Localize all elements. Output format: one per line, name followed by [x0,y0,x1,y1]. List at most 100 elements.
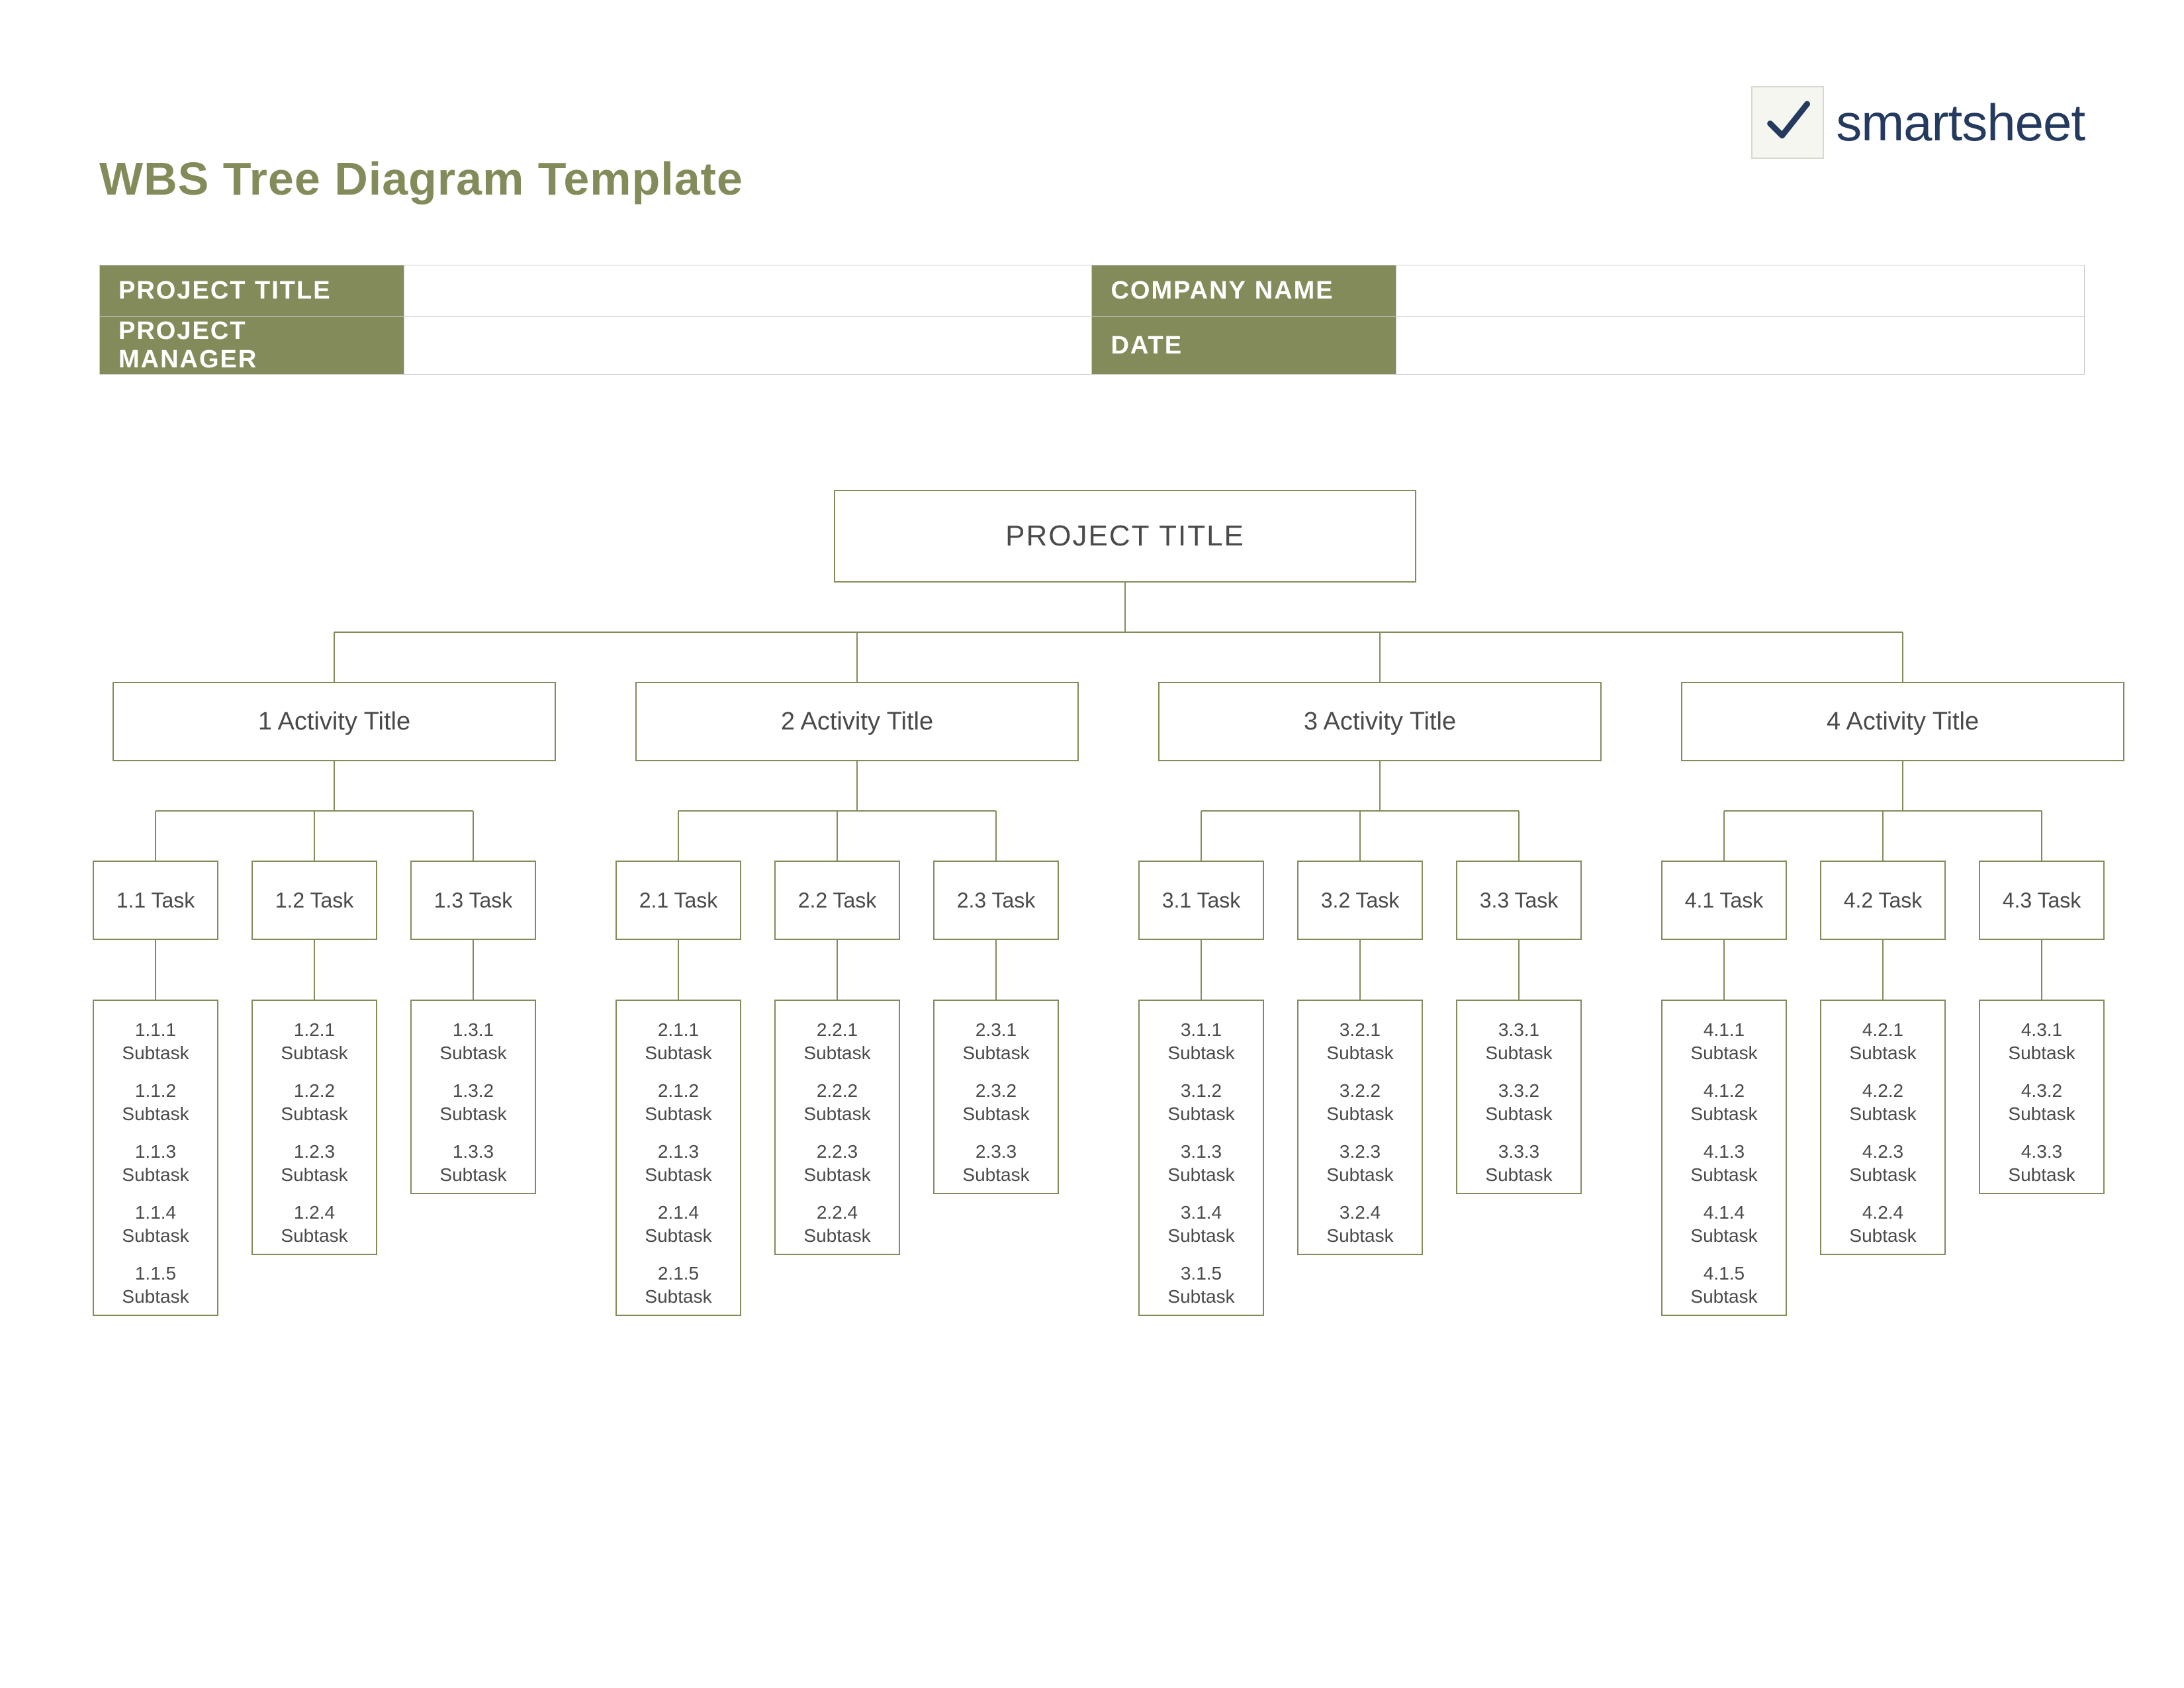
root-node: PROJECT TITLE [834,490,1416,583]
connector [1379,761,1381,811]
subtask-item: 3.1.4Subtask [1167,1201,1234,1247]
subtask-item: 3.2.1Subtask [1326,1018,1393,1064]
subtask-item: 1.1.3Subtask [122,1140,189,1186]
subtask-item: 4.2.4Subtask [1849,1201,1916,1247]
subtask-item: 3.3.1Subtask [1485,1018,1552,1064]
subtask-item: 4.1.3Subtask [1690,1140,1757,1186]
subtask-item: 2.1.3Subtask [645,1140,711,1186]
activity-node: 3 Activity Title [1158,682,1602,761]
task-node: 3.2 Task [1297,861,1423,940]
subtask-item: 1.1.4Subtask [122,1201,189,1247]
manager-label: PROJECT MANAGER [100,317,404,375]
subtask-item: 2.2.3Subtask [803,1140,870,1186]
subtask-item: 4.2.1Subtask [1849,1018,1916,1064]
task-node: 3.1 Task [1138,861,1264,940]
subtask-item: 1.1.5Subtask [122,1262,189,1308]
subtask-box: 1.2.1Subtask1.2.2Subtask1.2.3Subtask1.2.… [251,1000,377,1255]
connector [837,940,838,1000]
brand-text: smartsheet [1836,93,2085,153]
connector [1379,632,1381,682]
subtask-item: 4.2.2Subtask [1849,1079,1916,1125]
connector [473,811,474,861]
connector [1201,811,1202,861]
subtask-box: 4.2.1Subtask 4.2.2Subtask 4.2.3Subtask 4.2.… [1820,1000,1946,1255]
company-value[interactable] [1396,265,2085,317]
connector [2041,940,2042,1000]
subtask-item: 4.3.2Subtask [2008,1079,2075,1125]
subtask-box: 2.2.1Subtask2.2.2Subtask2.2.3Subtask2.2.… [774,1000,900,1255]
task-node: 2.3 Task [933,861,1059,940]
task-node: 1.2 Task [251,861,377,940]
connector [1723,811,1725,861]
subtask-item: 2.3.2Subtask [962,1079,1029,1125]
subtask-item: 1.2.4Subtask [281,1201,347,1247]
wbs-tree-diagram: PROJECT TITLE 1 Activity Title 1.1 Task 1.1… [60,477,2124,1615]
subtask-box: 3.2.1Subtask3.2.2Subtask3.2.3Subtask3.2.… [1297,1000,1423,1255]
brand-bold: smart [1836,93,1962,152]
subtask-item: 3.1.5Subtask [1167,1262,1234,1308]
company-label: COMPANY NAME [1092,265,1396,317]
subtask-item: 3.1.3Subtask [1167,1140,1234,1186]
connector [856,761,858,811]
manager-value[interactable] [404,317,1092,375]
task-node: 4.3 Task [1979,861,2105,940]
subtask-item: 1.2.3Subtask [281,1140,347,1186]
subtask-item: 2.1.5Subtask [645,1262,711,1308]
connector [678,940,679,1000]
connector [334,761,335,811]
subtask-box: 3.1.1Subtask 3.1.2Subtask 3.1.3Subtask 3.1.… [1138,1000,1264,1316]
project-title-label: PROJECT TITLE [100,265,404,317]
subtask-item: 2.1.1Subtask [645,1018,711,1064]
connector [856,632,858,682]
connector [678,811,679,861]
connector [155,811,156,861]
subtask-box: 3.3.1Subtask 3.3.2Subtask 3.3.3Subtask [1456,1000,1582,1194]
connector [1518,811,1520,861]
connector [1359,811,1361,861]
subtask-item: 4.1.1Subtask [1690,1018,1757,1064]
activity-node: 2 Activity Title [635,682,1079,761]
subtask-item: 3.1.2Subtask [1167,1079,1234,1125]
subtask-box: 2.1.1Subtask 2.1.2Subtask 2.1.3Subtask 2.1.… [615,1000,741,1316]
subtask-box: 1.1.1Subtask1.1.2Subtask1.1.3Subtask1.1.… [93,1000,218,1316]
connector [314,940,315,1000]
subtask-box: 2.3.1Subtask2.3.2Subtask2.3.3Subtask [933,1000,1059,1194]
subtask-item: 3.3.2Subtask [1485,1079,1552,1125]
connector [334,632,335,682]
connector [155,940,156,1000]
subtask-item: 3.2.2Subtask [1326,1079,1393,1125]
subtask-item: 4.1.4Subtask [1690,1201,1757,1247]
activity-node: 1 Activity Title [113,682,556,761]
task-node: 1.1 Task [93,861,218,940]
connector [314,811,315,861]
subtask-box: 1.3.1Subtask1.3.2Subtask1.3.3Subtask [410,1000,536,1194]
subtask-item: 2.3.3Subtask [962,1140,1029,1186]
subtask-box: 4.1.1Subtask4.1.2Subtask4.1.3Subtask4.1.… [1661,1000,1787,1316]
subtask-item: 4.3.1Subtask [2008,1018,2075,1064]
subtask-item: 2.2.2Subtask [803,1079,870,1125]
date-value[interactable] [1396,317,2085,375]
connector [995,940,997,1000]
connector [837,811,838,861]
connector [1902,632,1903,682]
task-node: 2.2 Task [774,861,900,940]
subtask-box: 4.3.1Subtask 4.3.2Subtask 4.3.3Subtask [1979,1000,2105,1194]
subtask-item: 4.3.3Subtask [2008,1140,2075,1186]
date-label: DATE [1092,317,1396,375]
brand-light: sheet [1962,93,2085,152]
subtask-item: 2.1.2Subtask [645,1079,711,1125]
subtask-item: 2.1.4Subtask [645,1201,711,1247]
task-node: 2.1 Task [615,861,741,940]
subtask-item: 1.2.1Subtask [281,1018,347,1064]
connector [1124,583,1126,632]
connector [1723,940,1725,1000]
subtask-item: 3.1.1Subtask [1167,1018,1234,1064]
project-title-value[interactable] [404,265,1092,317]
subtask-item: 3.3.3Subtask [1485,1140,1552,1186]
connector [1902,761,1903,811]
connector [473,940,474,1000]
subtask-item: 1.3.2Subtask [439,1079,506,1125]
task-node: 1.3 Task [410,861,536,940]
connector [2041,811,2042,861]
subtask-item: 4.2.3Subtask [1849,1140,1916,1186]
